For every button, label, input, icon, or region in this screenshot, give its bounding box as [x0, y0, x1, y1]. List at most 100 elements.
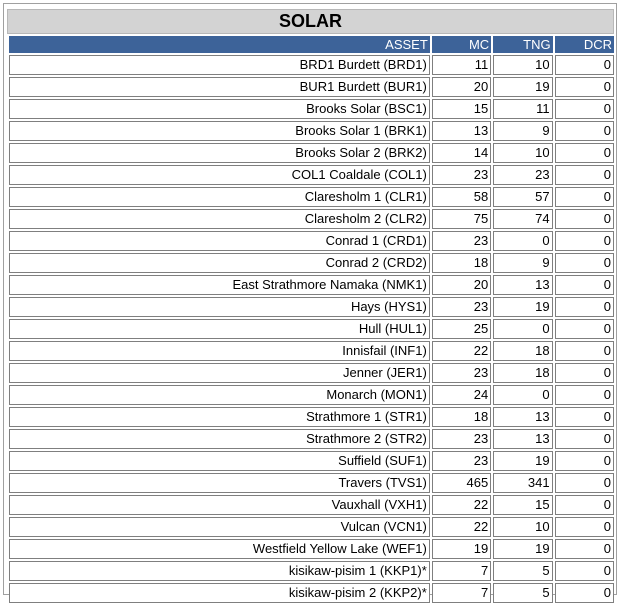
- cell-tng: 9: [493, 253, 553, 273]
- cell-tng: 23: [493, 165, 553, 185]
- cell-asset: Claresholm 2 (CLR2): [9, 209, 430, 229]
- table-row: Claresholm 1 (CLR1) 58 57 0: [9, 187, 614, 207]
- cell-tng: 19: [493, 539, 553, 559]
- cell-tng: 19: [493, 77, 553, 97]
- table-header-row: ASSET MC TNG DCR: [9, 36, 614, 53]
- cell-tng: 19: [493, 451, 553, 471]
- cell-mc: 13: [431, 121, 492, 141]
- table-row: Conrad 2 (CRD2) 18 9 0: [9, 253, 614, 273]
- cell-asset: BUR1 Burdett (BUR1): [9, 77, 430, 97]
- cell-dcr: 0: [554, 165, 614, 185]
- cell-tng: 0: [493, 231, 553, 251]
- cell-mc: 18: [431, 407, 492, 427]
- table-row: Innisfail (INF1) 22 18 0: [9, 341, 614, 361]
- column-header-tng: TNG: [493, 36, 553, 53]
- cell-mc: 20: [431, 275, 492, 295]
- cell-tng: 0: [493, 385, 553, 405]
- cell-mc: 22: [431, 341, 492, 361]
- column-header-dcr: DCR: [554, 36, 614, 53]
- cell-tng: 15: [493, 495, 553, 515]
- cell-tng: 13: [493, 429, 553, 449]
- cell-dcr: 0: [554, 231, 614, 251]
- section-title: SOLAR: [7, 9, 614, 34]
- cell-mc: 75: [431, 209, 492, 229]
- cell-mc: 14: [431, 143, 492, 163]
- cell-tng: 13: [493, 275, 553, 295]
- table-row: BRD1 Burdett (BRD1) 11 10 0: [9, 55, 614, 75]
- cell-mc: 15: [431, 99, 492, 119]
- cell-asset: Strathmore 2 (STR2): [9, 429, 430, 449]
- table-row: Brooks Solar 1 (BRK1) 13 9 0: [9, 121, 614, 141]
- column-header-mc: MC: [431, 36, 492, 53]
- column-header-asset: ASSET: [9, 36, 430, 53]
- cell-tng: 0: [493, 319, 553, 339]
- cell-asset: Innisfail (INF1): [9, 341, 430, 361]
- cell-asset: Claresholm 1 (CLR1): [9, 187, 430, 207]
- cell-dcr: 0: [554, 143, 614, 163]
- cell-asset: Travers (TVS1): [9, 473, 430, 493]
- cell-mc: 25: [431, 319, 492, 339]
- table-row: Hull (HUL1) 25 0 0: [9, 319, 614, 339]
- cell-asset: Westfield Yellow Lake (WEF1): [9, 539, 430, 559]
- table-row: Claresholm 2 (CLR2) 75 74 0: [9, 209, 614, 229]
- table-row: Brooks Solar 2 (BRK2) 14 10 0: [9, 143, 614, 163]
- cell-tng: 10: [493, 143, 553, 163]
- cell-mc: 465: [431, 473, 492, 493]
- cell-dcr: 0: [554, 253, 614, 273]
- table-row: East Strathmore Namaka (NMK1) 20 13 0: [9, 275, 614, 295]
- cell-mc: 7: [431, 583, 492, 603]
- cell-mc: 7: [431, 561, 492, 581]
- cell-mc: 23: [431, 429, 492, 449]
- cell-tng: 10: [493, 517, 553, 537]
- cell-asset: Monarch (MON1): [9, 385, 430, 405]
- cell-dcr: 0: [554, 99, 614, 119]
- cell-mc: 58: [431, 187, 492, 207]
- cell-dcr: 0: [554, 385, 614, 405]
- table-row: Westfield Yellow Lake (WEF1) 19 19 0: [9, 539, 614, 559]
- cell-tng: 57: [493, 187, 553, 207]
- cell-mc: 23: [431, 451, 492, 471]
- cell-asset: BRD1 Burdett (BRD1): [9, 55, 430, 75]
- cell-asset: Brooks Solar 1 (BRK1): [9, 121, 430, 141]
- cell-mc: 22: [431, 495, 492, 515]
- cell-dcr: 0: [554, 583, 614, 603]
- table-row: Vauxhall (VXH1) 22 15 0: [9, 495, 614, 515]
- cell-mc: 23: [431, 165, 492, 185]
- cell-mc: 23: [431, 363, 492, 383]
- cell-dcr: 0: [554, 77, 614, 97]
- cell-asset: kisikaw-pisim 1 (KKP1)*: [9, 561, 430, 581]
- cell-dcr: 0: [554, 297, 614, 317]
- table-row: Conrad 1 (CRD1) 23 0 0: [9, 231, 614, 251]
- cell-mc: 24: [431, 385, 492, 405]
- table-row: Brooks Solar (BSC1) 15 11 0: [9, 99, 614, 119]
- table-row: Travers (TVS1) 465 341 0: [9, 473, 614, 493]
- cell-asset: Vauxhall (VXH1): [9, 495, 430, 515]
- cell-dcr: 0: [554, 121, 614, 141]
- table-row: Strathmore 1 (STR1) 18 13 0: [9, 407, 614, 427]
- table-row: COL1 Coaldale (COL1) 23 23 0: [9, 165, 614, 185]
- cell-asset: Conrad 2 (CRD2): [9, 253, 430, 273]
- cell-mc: 23: [431, 231, 492, 251]
- solar-table: ASSET MC TNG DCR BRD1 Burdett (BRD1) 11 10…: [7, 34, 616, 605]
- cell-asset: East Strathmore Namaka (NMK1): [9, 275, 430, 295]
- cell-mc: 23: [431, 297, 492, 317]
- cell-dcr: 0: [554, 539, 614, 559]
- cell-mc: 18: [431, 253, 492, 273]
- cell-tng: 11: [493, 99, 553, 119]
- cell-asset: Conrad 1 (CRD1): [9, 231, 430, 251]
- cell-tng: 341: [493, 473, 553, 493]
- cell-asset: Brooks Solar (BSC1): [9, 99, 430, 119]
- cell-dcr: 0: [554, 517, 614, 537]
- cell-dcr: 0: [554, 319, 614, 339]
- cell-tng: 5: [493, 561, 553, 581]
- cell-dcr: 0: [554, 209, 614, 229]
- cell-asset: Hull (HUL1): [9, 319, 430, 339]
- cell-tng: 19: [493, 297, 553, 317]
- cell-tng: 18: [493, 363, 553, 383]
- cell-asset: Brooks Solar 2 (BRK2): [9, 143, 430, 163]
- cell-asset: Jenner (JER1): [9, 363, 430, 383]
- cell-asset: COL1 Coaldale (COL1): [9, 165, 430, 185]
- cell-dcr: 0: [554, 275, 614, 295]
- table-row: Suffield (SUF1) 23 19 0: [9, 451, 614, 471]
- table-row: Strathmore 2 (STR2) 23 13 0: [9, 429, 614, 449]
